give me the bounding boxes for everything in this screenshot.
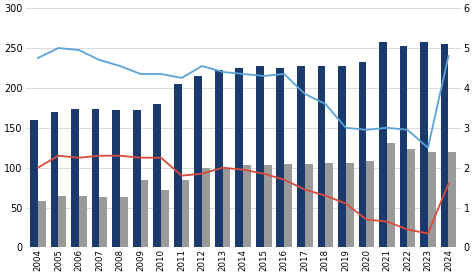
Bar	[133, 110, 140, 248]
Bar	[325, 163, 333, 248]
Bar	[379, 42, 387, 248]
Bar	[256, 66, 264, 248]
Bar	[215, 70, 223, 248]
Bar	[358, 62, 366, 248]
Bar	[346, 163, 354, 248]
Bar	[30, 120, 38, 248]
Bar	[400, 46, 408, 248]
Bar	[153, 104, 161, 248]
Bar	[297, 66, 305, 248]
Bar	[441, 44, 448, 248]
Bar	[408, 148, 415, 248]
Bar	[71, 109, 79, 248]
Bar	[448, 152, 456, 248]
Bar	[284, 164, 292, 248]
Bar	[202, 168, 210, 248]
Bar	[223, 168, 230, 248]
Bar	[264, 165, 272, 248]
Bar	[161, 190, 169, 248]
Bar	[420, 42, 428, 248]
Bar	[387, 143, 395, 248]
Bar	[338, 66, 346, 248]
Bar	[58, 196, 66, 248]
Bar	[100, 197, 107, 248]
Bar	[91, 109, 100, 248]
Bar	[79, 196, 87, 248]
Bar	[174, 84, 182, 248]
Bar	[318, 66, 325, 248]
Bar	[305, 164, 312, 248]
Bar	[120, 197, 128, 248]
Bar	[243, 165, 251, 248]
Bar	[236, 68, 243, 248]
Bar	[112, 110, 120, 248]
Bar	[51, 112, 58, 248]
Bar	[182, 180, 190, 248]
Bar	[38, 201, 46, 248]
Bar	[194, 76, 202, 248]
Bar	[366, 161, 374, 248]
Bar	[276, 68, 284, 248]
Bar	[140, 180, 148, 248]
Bar	[428, 152, 436, 248]
